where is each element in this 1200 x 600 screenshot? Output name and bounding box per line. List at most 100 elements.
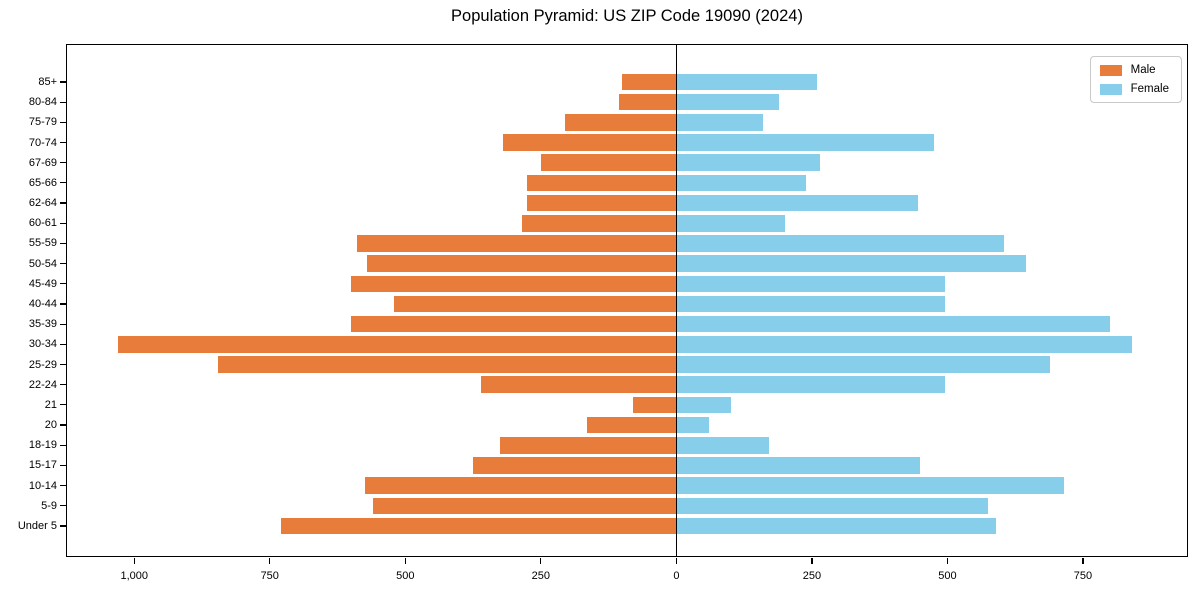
male-bar [473,457,677,474]
y-tick-label: 22-24 [28,378,57,391]
y-tick-label: 18-19 [28,439,57,452]
x-tick-mark [133,558,135,564]
y-tick-mark [60,424,66,426]
male-bar [364,477,677,494]
female-bar [676,376,945,393]
female-bar [676,457,921,474]
female-bar [676,215,785,232]
y-tick-label: 21 [44,398,57,411]
y-tick-label: 45-49 [28,277,57,290]
y-tick-label: 62-64 [28,197,57,210]
y-tick-mark [60,303,66,305]
chart-title: Population Pyramid: US ZIP Code 19090 (2… [451,7,803,25]
x-tick-label: 750 [1073,570,1093,582]
male-bar [633,396,677,414]
y-tick-mark [60,283,66,285]
female-bar [676,336,1132,353]
x-tick-label: 500 [938,570,957,582]
x-tick-label: 500 [396,570,415,582]
y-tick-label: 40-44 [28,298,57,310]
legend: Male Female [1089,56,1182,103]
female-bar [676,93,780,111]
y-tick-mark [60,121,66,123]
female-bar [676,255,1027,272]
female-bar [676,477,1064,494]
male-bar [117,336,677,353]
y-tick-mark [60,505,66,507]
y-tick-label: 35-39 [28,318,57,331]
x-tick-label: 1,000 [120,570,148,582]
female-legend-swatch [1099,83,1122,95]
female-bar [676,356,1051,373]
y-tick-mark [60,525,66,527]
male-bar [280,517,677,535]
female-legend-label: Female [1130,83,1169,95]
female-bar [676,235,1005,252]
male-bar [527,194,677,212]
female-bar [676,437,769,454]
y-tick-mark [60,182,66,184]
male-bar [356,235,677,252]
y-tick-label: 15-17 [28,459,57,472]
male-bar [218,356,677,373]
y-tick-label: 75-79 [28,116,57,129]
y-tick-mark [60,444,66,446]
y-tick-mark [60,81,66,83]
plot-area: Male Female 85+ 80-84 75-79 70-74 67-69 65-66… [18,44,1188,582]
male-bar [500,437,677,454]
legend-entry-female: Female [1099,83,1169,95]
y-tick-label: 65-66 [28,176,57,189]
y-tick-mark [60,404,66,406]
female-bar [676,275,945,293]
female-bar [676,396,731,414]
y-tick-label: 80-84 [28,96,57,109]
male-bar [351,275,677,293]
y-tick-label: Under 5 [17,520,57,532]
male-bar [619,93,677,111]
y-tick-mark [60,384,66,386]
y-tick-mark [60,343,66,345]
male-bar [565,114,677,131]
y-tick-mark [60,202,66,204]
y-tick-mark [60,101,66,103]
female-bar [676,174,807,192]
y-tick-label: 50-54 [28,257,57,270]
legend-entry-male: Male [1099,64,1169,76]
x-tick-mark [404,558,406,564]
female-bar [676,134,934,151]
y-tick-label: 60-61 [28,217,57,230]
y-tick-label: 67-69 [28,156,57,169]
x-tick-mark [269,558,271,564]
female-bar [676,154,821,171]
female-bar [676,114,764,131]
y-tick-label: 10-14 [28,479,57,492]
female-bar [676,194,918,212]
female-bar [676,295,945,313]
x-tick-mark [1082,558,1084,564]
y-tick-label: 25-29 [28,358,57,371]
male-bar [586,416,677,434]
male-bar [502,134,677,151]
male-bar [481,376,677,393]
female-bar [676,497,989,515]
female-bar [676,73,818,91]
y-tick-mark [60,485,66,487]
male-bar [622,73,677,91]
x-tick-mark [675,558,677,564]
y-tick-label: 70-74 [28,136,57,149]
male-bar [527,174,677,192]
x-tick-mark [946,558,949,564]
zero-axis-line [675,45,678,556]
y-tick-mark [60,162,66,164]
y-tick-label: 5-9 [41,499,57,512]
male-bar [351,315,677,333]
male-bar [367,255,677,272]
y-tick-mark [60,263,66,265]
y-tick-mark [60,242,66,245]
male-bar [372,497,677,515]
female-bar [676,315,1111,333]
x-tick-mark [811,558,813,564]
male-legend-swatch [1099,64,1122,76]
y-tick-mark [60,363,66,366]
